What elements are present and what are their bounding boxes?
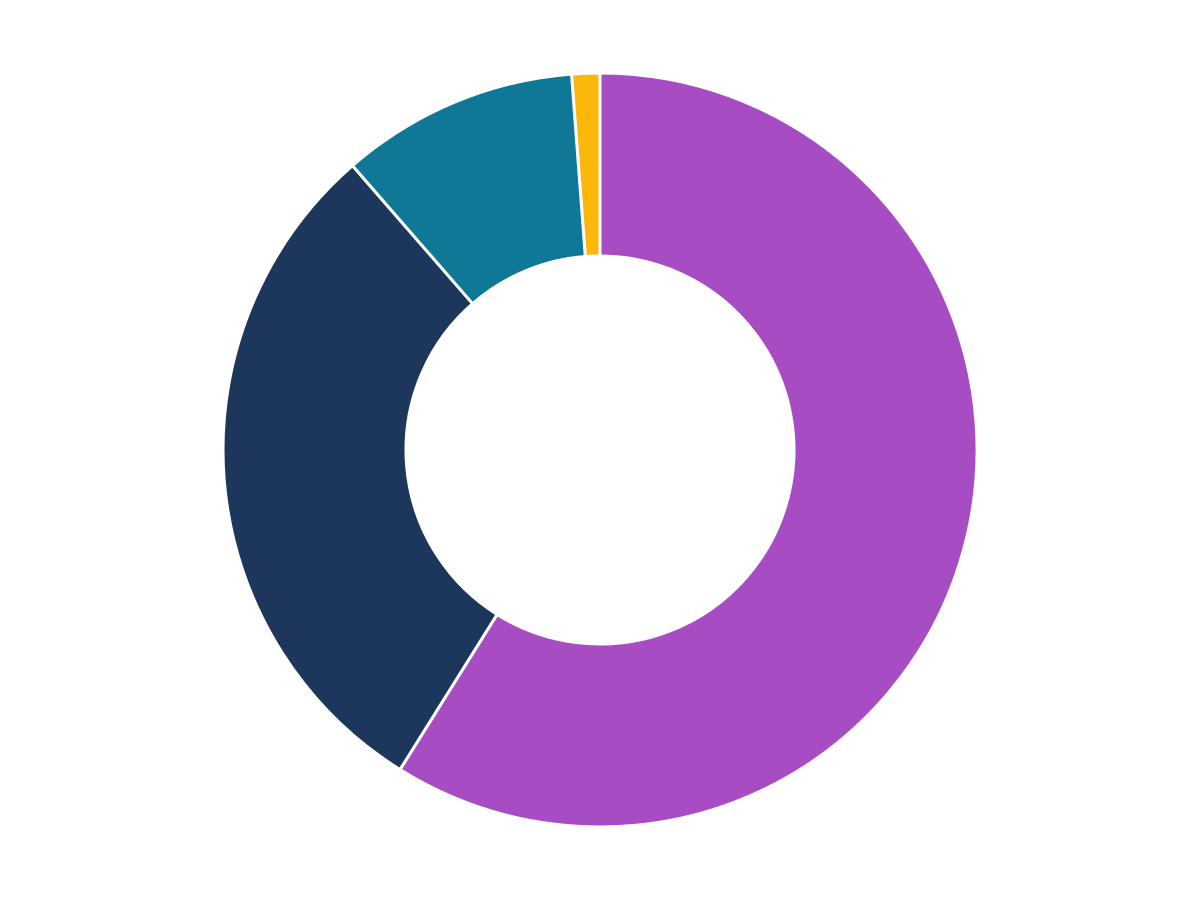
slice [570, 71, 602, 259]
slice [221, 164, 499, 772]
slice [398, 71, 979, 829]
